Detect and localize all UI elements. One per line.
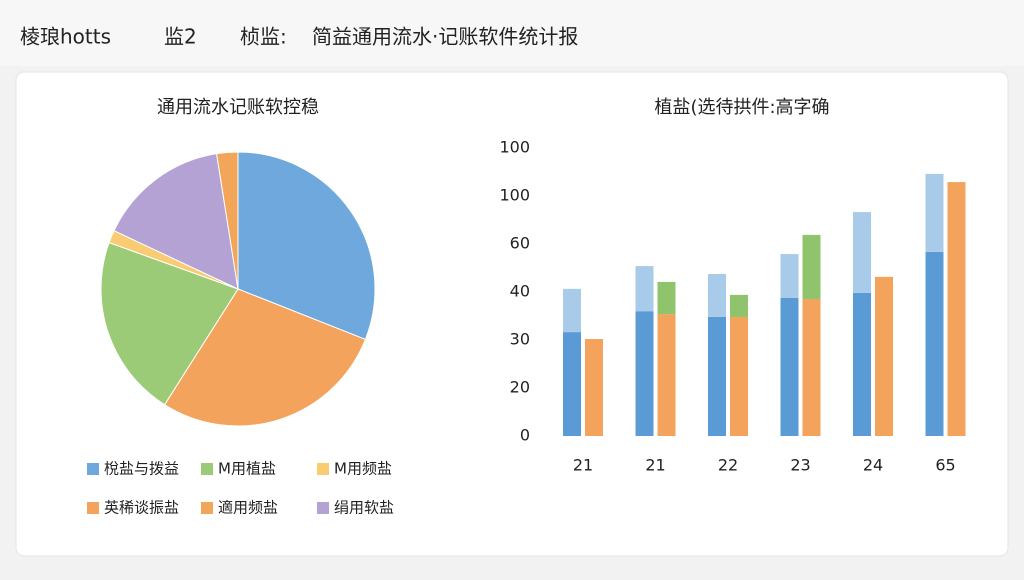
x-tick-label: 24 [863,456,883,475]
bar [780,254,799,298]
legend-swatch [201,502,213,514]
legend-label: M用植盐 [218,460,276,478]
pie-slice [163,288,367,427]
y-tick-label: 30 [510,330,530,349]
legend-label: 適用频盐 [218,499,278,517]
x-tick-label: 21 [645,456,665,475]
bar [563,332,581,436]
bar [802,234,821,299]
bar [853,212,871,293]
bar [925,251,944,436]
bar [947,182,966,436]
bar [657,281,676,315]
x-tick-label: 23 [790,456,810,475]
y-tick-label: 0 [520,426,530,445]
bar-title: 植盐(选待拱件:高字确 [654,97,829,118]
legend-swatch [317,463,329,475]
y-tick-label: 20 [510,378,530,397]
pie-slice [113,153,239,290]
pie-slice [215,151,239,290]
bar [925,173,944,252]
bar [780,298,799,436]
bar [657,314,676,436]
header-title: 简益通用流水·记账软件统计报 [312,25,578,49]
y-tick-label: 60 [510,234,530,253]
bar [708,316,726,436]
x-tick-label: 65 [935,456,955,475]
bar [635,311,654,436]
legend-swatch [87,463,99,475]
legend-label: 英稀谈振盐 [104,499,179,517]
y-tick-label: 100 [499,186,530,205]
y-tick-label: 40 [510,282,530,301]
app-name: 棱琅hotts [20,25,111,49]
legend-label: M用频盐 [334,460,392,478]
bar [635,266,654,312]
bar [730,316,748,436]
pie-title: 通用流水记账软控稳 [157,97,319,118]
x-tick-label: 21 [573,456,593,475]
tab[interactable]: 监2 [164,25,197,49]
bar [802,298,821,436]
bar [708,274,726,317]
bar [585,339,603,436]
pie-slice [237,151,376,341]
legend-swatch [87,502,99,514]
bar [563,288,581,333]
legend-swatch [201,463,213,475]
y-tick-label: 100 [499,138,530,157]
bar [853,292,871,436]
legend-swatch [317,502,329,514]
legend-label: 绢用软盐 [334,499,394,517]
header-bar [0,0,1024,66]
x-tick-label: 22 [718,456,738,475]
bar [730,294,748,317]
header-label: 桢监: [240,25,287,49]
legend-label: 梲盐与拨益 [104,460,179,478]
bar [875,276,893,436]
pie-slice [100,241,239,406]
